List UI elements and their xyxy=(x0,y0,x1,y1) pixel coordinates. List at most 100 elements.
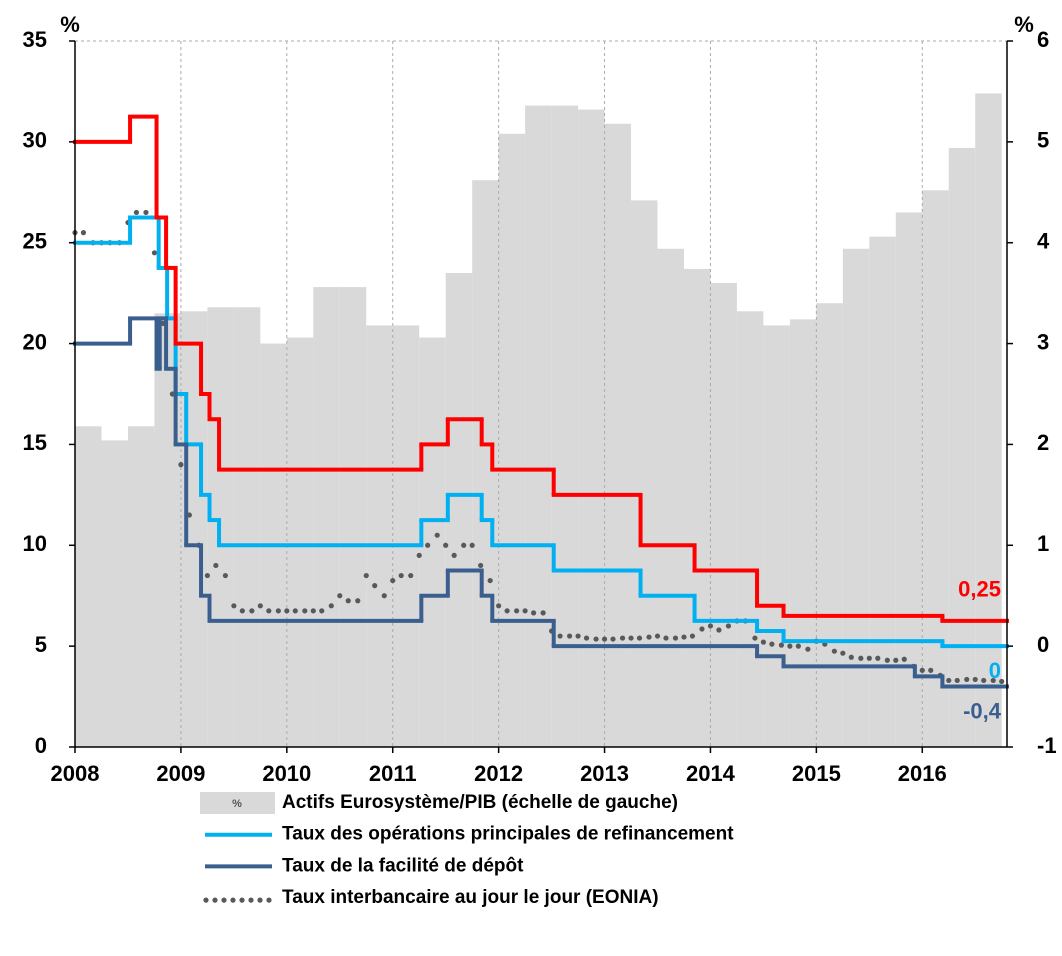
dot xyxy=(725,623,732,629)
bar xyxy=(657,248,684,747)
dot xyxy=(707,623,714,629)
dot xyxy=(946,677,952,684)
dot xyxy=(398,572,404,579)
dot xyxy=(654,633,661,639)
bar xyxy=(816,303,843,747)
dot xyxy=(964,676,970,683)
bar xyxy=(366,325,393,747)
x-tick-label: 2014 xyxy=(686,761,736,786)
dot xyxy=(257,603,263,609)
bar xyxy=(101,440,128,747)
bar xyxy=(498,133,526,747)
end-label: -0,4 xyxy=(963,698,1002,723)
bar xyxy=(736,311,764,747)
dot xyxy=(151,250,158,256)
bar xyxy=(313,287,340,747)
dot xyxy=(689,633,696,639)
dot xyxy=(345,598,351,604)
dot xyxy=(566,633,573,639)
dot xyxy=(681,634,687,640)
dot xyxy=(875,655,881,661)
bar xyxy=(948,147,976,747)
dot xyxy=(443,542,449,548)
legend-swatch-label: % xyxy=(232,798,242,810)
dot xyxy=(663,635,669,641)
dot xyxy=(848,654,854,660)
dot xyxy=(249,608,255,614)
dot xyxy=(540,610,546,616)
dot xyxy=(769,641,775,647)
bar xyxy=(631,200,658,748)
dot xyxy=(178,462,184,468)
bar xyxy=(392,325,420,747)
dot xyxy=(628,635,634,641)
y-tick-label: 0 xyxy=(35,733,47,758)
bar xyxy=(683,268,711,747)
dot xyxy=(522,608,528,614)
dot xyxy=(416,552,422,558)
dot xyxy=(928,667,934,673)
dot xyxy=(840,650,846,656)
dot xyxy=(408,572,414,579)
bar xyxy=(710,283,737,747)
dot xyxy=(636,635,643,641)
y-tick-label: 10 xyxy=(23,531,47,556)
dot xyxy=(999,678,1005,685)
dot xyxy=(434,532,440,538)
dot xyxy=(143,209,149,216)
dot xyxy=(646,634,652,640)
dot xyxy=(310,608,316,614)
dot xyxy=(866,655,872,661)
dot xyxy=(972,676,978,683)
dot xyxy=(752,635,758,641)
dot xyxy=(787,643,793,649)
dot xyxy=(919,667,925,673)
dot xyxy=(425,542,431,548)
dot xyxy=(610,636,616,642)
dot xyxy=(266,608,272,614)
dot xyxy=(619,635,626,641)
dot xyxy=(557,633,563,639)
dot xyxy=(593,636,599,642)
bar xyxy=(869,236,896,748)
x-tick-label: 2010 xyxy=(262,761,311,786)
dot xyxy=(204,572,210,579)
y-axis-label: % xyxy=(60,12,80,37)
dot xyxy=(337,593,343,599)
dot xyxy=(575,633,581,639)
bar xyxy=(895,212,923,747)
dot xyxy=(275,608,281,614)
dot xyxy=(461,542,467,548)
bar xyxy=(842,248,870,747)
y-tick-label: 25 xyxy=(23,229,47,254)
dot xyxy=(302,608,308,614)
dot xyxy=(487,577,493,584)
x-tick-label: 2016 xyxy=(898,761,947,786)
x-tick-label: 2013 xyxy=(580,761,629,786)
dot xyxy=(469,542,475,548)
dot xyxy=(954,677,960,684)
dot xyxy=(355,598,361,604)
legend-swatch xyxy=(203,897,209,903)
dot xyxy=(514,608,520,614)
legend-swatch xyxy=(257,897,263,903)
dot xyxy=(390,577,396,584)
legend-swatch xyxy=(221,897,227,903)
dot xyxy=(451,552,457,558)
y2-tick-label: 5 xyxy=(1037,128,1049,153)
y2-axis-label: % xyxy=(1014,12,1034,37)
y-tick-label: 30 xyxy=(23,128,47,153)
y2-tick-label: 3 xyxy=(1037,329,1049,354)
legend-swatch xyxy=(230,897,236,903)
dot xyxy=(601,636,608,642)
dot xyxy=(213,562,219,569)
legend-swatch xyxy=(266,897,272,903)
y-tick-label: 15 xyxy=(23,430,47,455)
y2-tick-label: 4 xyxy=(1037,229,1050,254)
bar xyxy=(763,325,790,747)
x-tick-label: 2008 xyxy=(51,761,100,786)
x-tick-label: 2012 xyxy=(474,761,523,786)
end-label: 0,25 xyxy=(958,577,1001,602)
dot xyxy=(901,656,907,662)
